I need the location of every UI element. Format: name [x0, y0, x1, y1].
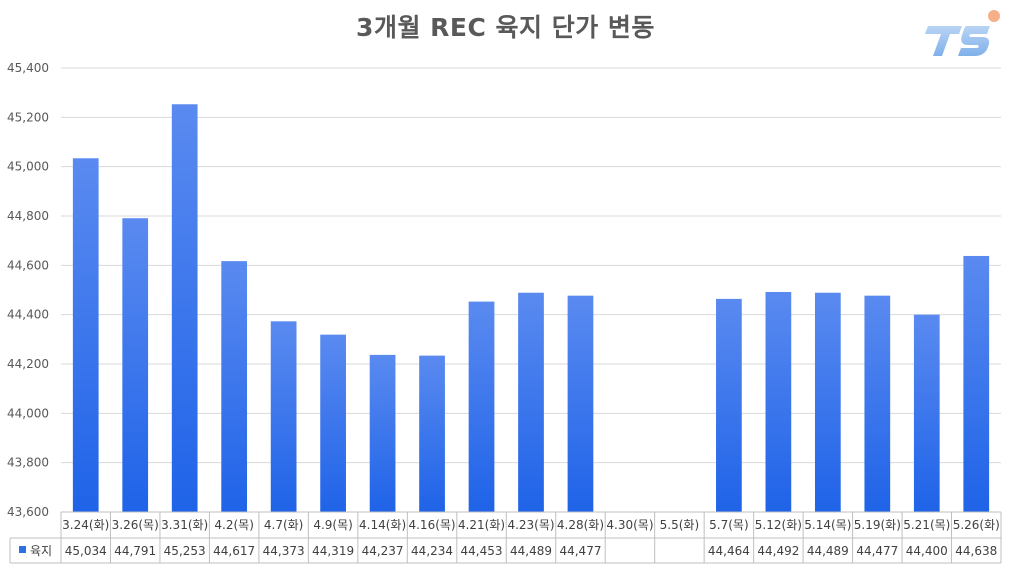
bar — [419, 355, 445, 512]
bar — [369, 354, 396, 512]
bar — [765, 291, 792, 512]
category-label: 5.21(목) — [903, 518, 950, 532]
bar — [468, 301, 495, 512]
data-label: 44,237 — [362, 544, 404, 558]
bar — [320, 334, 346, 512]
bar — [716, 298, 742, 512]
y-tick-label: 45,200 — [7, 110, 49, 124]
category-label: 5.7(목) — [709, 518, 749, 532]
category-label: 4.7(화) — [264, 518, 304, 532]
ts-logo — [925, 10, 1000, 56]
y-tick-label: 44,600 — [7, 258, 49, 272]
bar — [122, 218, 149, 512]
category-label: 4.16(목) — [408, 518, 455, 532]
data-label: 45,034 — [65, 544, 107, 558]
category-label: 5.5(화) — [660, 518, 700, 532]
category-label: 5.12(화) — [755, 518, 802, 532]
category-label: 4.14(화) — [359, 518, 406, 532]
category-label: 5.14(목) — [804, 518, 851, 532]
category-label: 4.28(화) — [557, 518, 604, 532]
bar — [171, 104, 198, 512]
data-label: 44,373 — [263, 544, 305, 558]
bar — [518, 292, 544, 512]
y-tick-label: 45,400 — [7, 61, 49, 75]
y-tick-label: 44,200 — [7, 357, 49, 371]
category-label: 5.19(화) — [854, 518, 901, 532]
category-label: 4.2(목) — [214, 518, 254, 532]
category-label: 4.21(화) — [458, 518, 505, 532]
category-label: 3.26(목) — [112, 518, 159, 532]
chart-title: 3개월 REC 육지 단가 변동 — [356, 13, 655, 42]
category-label: 3.24(화) — [62, 518, 109, 532]
category-label: 4.30(목) — [606, 518, 653, 532]
category-label: 4.23(목) — [507, 518, 554, 532]
bar — [963, 255, 990, 512]
bar — [864, 295, 891, 512]
data-label: 44,464 — [708, 544, 750, 558]
bar — [913, 314, 940, 512]
bar — [221, 261, 248, 512]
y-tick-label: 43,800 — [7, 456, 49, 470]
data-label: 44,489 — [807, 544, 849, 558]
bar — [814, 292, 841, 512]
data-label: 44,319 — [312, 544, 354, 558]
legend-series-name: 육지 — [30, 544, 52, 558]
y-tick-label: 44,800 — [7, 209, 49, 223]
data-label: 44,617 — [213, 544, 255, 558]
data-label: 44,489 — [510, 544, 552, 558]
data-label: 45,253 — [164, 544, 206, 558]
y-tick-label: 45,000 — [7, 160, 49, 174]
bar — [72, 158, 99, 512]
y-tick-label: 44,400 — [7, 308, 49, 322]
data-label: 44,477 — [856, 544, 898, 558]
category-label: 3.31(화) — [161, 518, 208, 532]
legend-key — [19, 546, 26, 553]
bar — [567, 295, 594, 512]
data-label: 44,400 — [906, 544, 948, 558]
y-tick-label: 43,600 — [7, 505, 49, 519]
data-label: 44,638 — [955, 544, 997, 558]
data-label: 44,477 — [559, 544, 601, 558]
y-tick-label: 44,000 — [7, 406, 49, 420]
data-label: 44,791 — [114, 544, 156, 558]
category-label: 5.26(화) — [953, 518, 1000, 532]
bar — [270, 321, 297, 512]
data-label: 44,453 — [461, 544, 503, 558]
data-label: 44,234 — [411, 544, 453, 558]
category-label: 4.9(목) — [313, 518, 353, 532]
data-label: 44,492 — [757, 544, 799, 558]
